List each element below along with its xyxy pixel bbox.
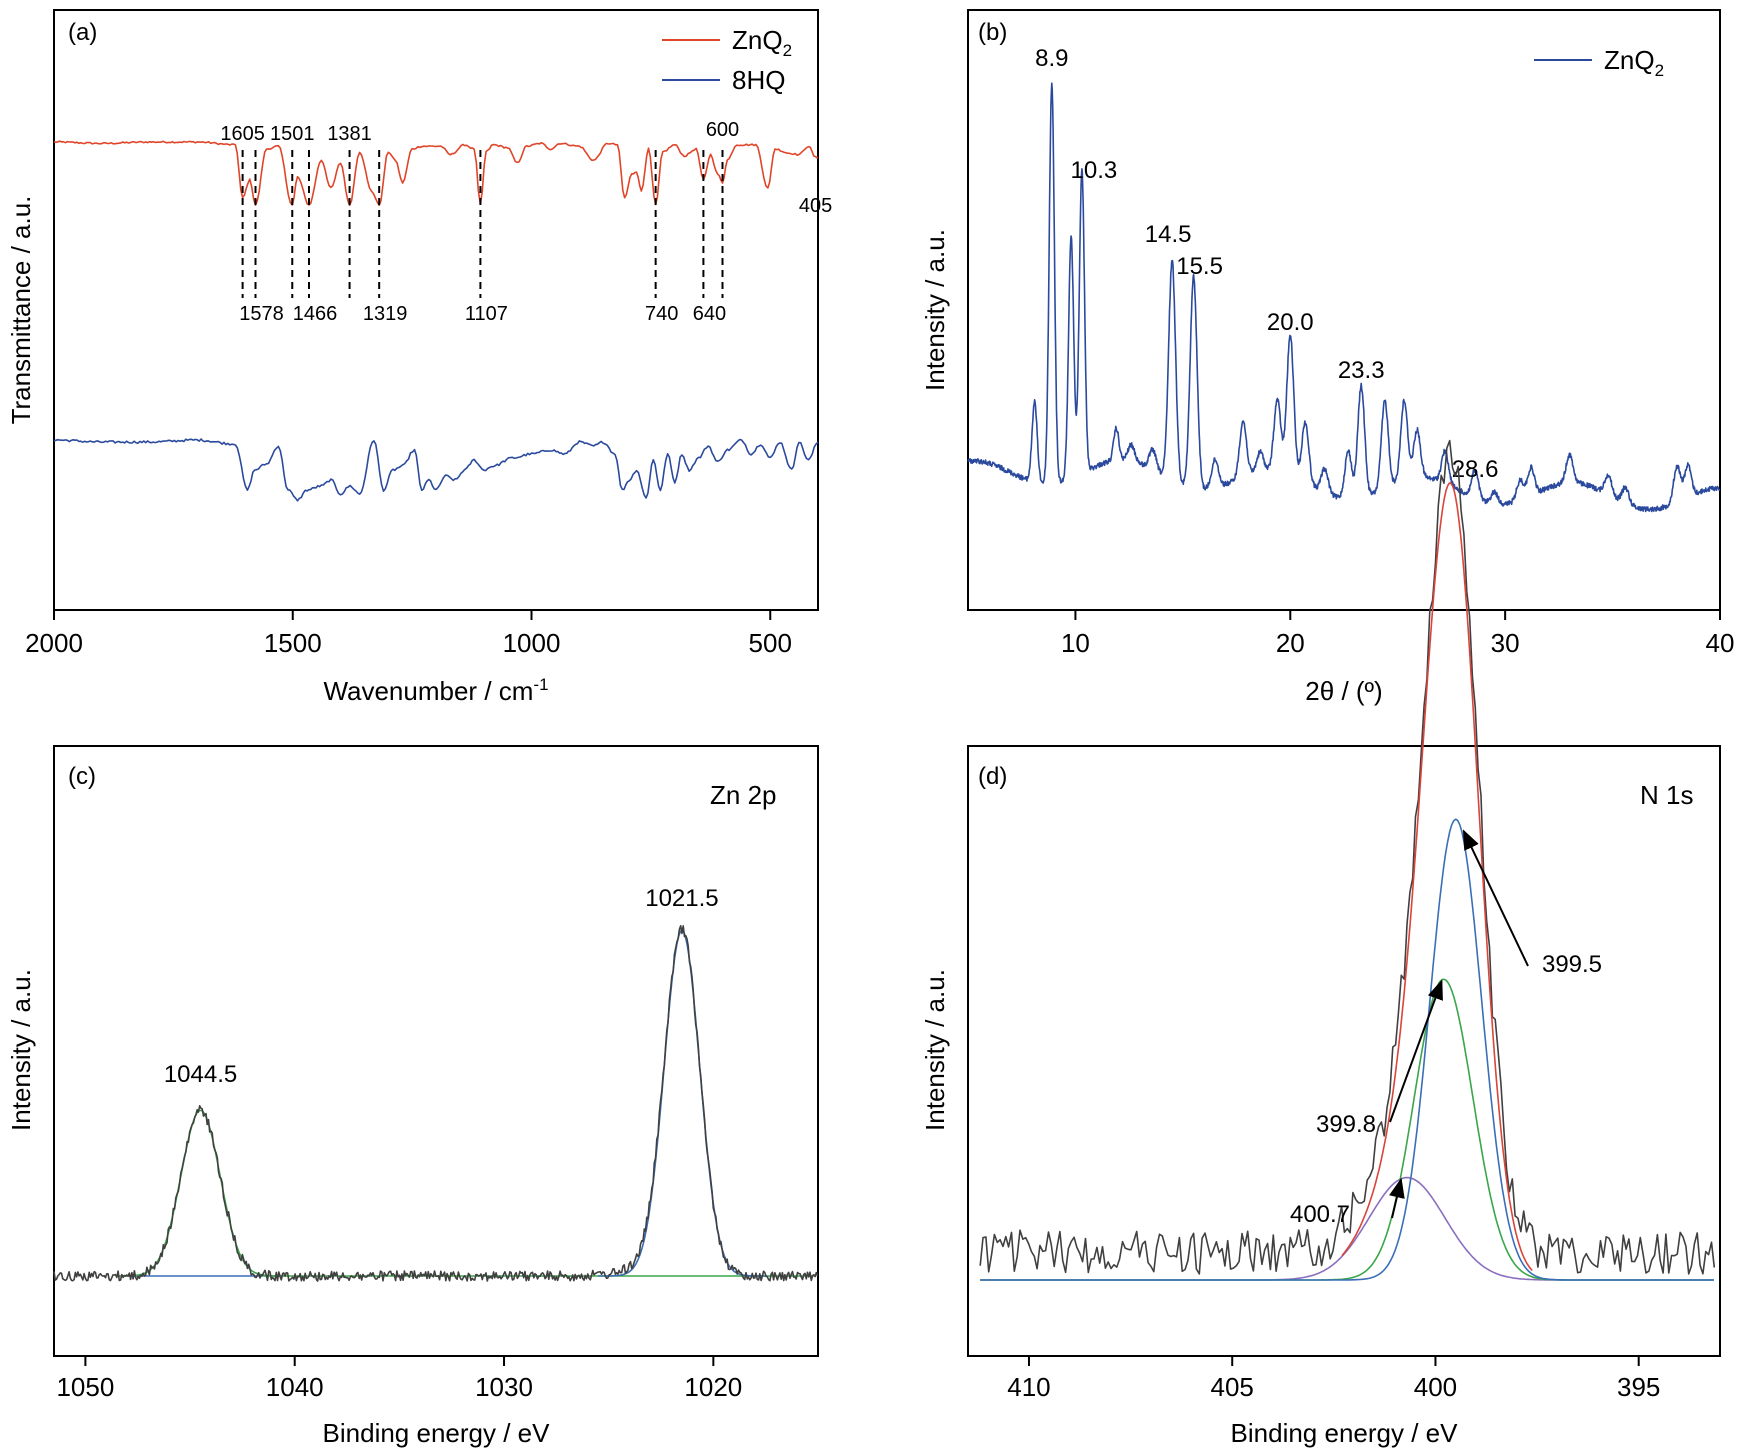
legend-label-a: 8HQ	[732, 65, 785, 95]
panel-label-d: (d)	[978, 763, 1007, 790]
peak-label-bottom: 1319	[363, 303, 408, 325]
panel-label-b: (b)	[978, 19, 1007, 46]
panel-d: (d) N 1s 410 405 400 395 399.5 399.8 400.7 Bi…	[920, 439, 1721, 1448]
peak-label-bottom: 1107	[465, 303, 508, 325]
peak-label-side: 405	[799, 195, 832, 217]
curves-b	[967, 82, 1721, 513]
x-tick-label-d: 405	[1211, 1372, 1254, 1402]
plot-frame-a	[53, 9, 819, 611]
x-tick-label-b: 10	[1061, 628, 1090, 658]
peak-label-d: 400.7	[1290, 1201, 1350, 1228]
peak-label-bottom: 1466	[293, 303, 338, 325]
annotations-d: 399.5 399.8 400.7	[1290, 829, 1602, 1228]
curves-c	[53, 924, 819, 1282]
x-tick-label-c: 1040	[266, 1372, 324, 1402]
legend-label-sub-b: 2	[1655, 61, 1664, 80]
x-axis-label-c: Binding energy / eV	[323, 1418, 551, 1448]
annotations-c: 1044.5 1021.5	[164, 885, 719, 1088]
x-tick-label-b: 20	[1276, 628, 1305, 658]
panel-label-c: (c)	[68, 763, 96, 790]
legend-label-sub-a: 2	[783, 41, 792, 60]
x-axis-b: 10 20 30 40	[1061, 610, 1734, 658]
curves-d	[979, 439, 1716, 1281]
peak-label-b: 8.9	[1035, 45, 1068, 72]
panel-c: (c) Zn 2p 1050 1040 1030 1020 1044.51021.5 …	[6, 745, 819, 1448]
component-peak-d	[980, 818, 1714, 1281]
x-tick-label-d: 400	[1414, 1372, 1457, 1402]
envelope-fit-d	[1341, 482, 1533, 1272]
x-tick-label-b: 30	[1491, 628, 1520, 658]
x-tick-label-d: 410	[1007, 1372, 1050, 1402]
raw-data-d	[979, 439, 1716, 1275]
peak-label-b: 23.3	[1338, 357, 1385, 384]
x-axis-c: 1050 1040 1030 1020	[56, 1356, 742, 1402]
series-line-a-znq	[53, 140, 819, 207]
x-tick-label-a: 1000	[503, 628, 561, 658]
x-axis-a: 2000 1500 1000 500	[25, 610, 792, 658]
raw-data-c	[53, 924, 819, 1282]
peak-label-b: 15.5	[1176, 253, 1223, 280]
annotations-b: 8.910.314.515.520.023.328.6	[1035, 45, 1498, 483]
arrow-400-7	[1389, 1177, 1405, 1219]
peak-label-bottom: 740	[645, 303, 678, 325]
x-axis-d: 410 405 400 395	[1007, 1356, 1660, 1402]
peak-label-top: 1605	[220, 123, 265, 145]
fit-peak-c	[598, 929, 766, 1277]
x-tick-label-b: 40	[1706, 628, 1735, 658]
x-axis-label-a: Wavenumber / cm-1	[323, 675, 548, 706]
fit-peak-c	[116, 1109, 285, 1277]
peak-label-top: 1381	[327, 123, 372, 145]
plot-frame-c	[53, 745, 819, 1357]
plot-frame-d	[967, 745, 1721, 1357]
panel-label-a: (a)	[68, 19, 97, 46]
legend-label-b: ZnQ2	[1604, 45, 1664, 80]
peak-label-top: 600	[706, 119, 739, 141]
peak-label-bottom: 1578	[239, 303, 284, 325]
legend-label-a: ZnQ2	[732, 25, 792, 60]
y-axis-label-c: Intensity / a.u.	[6, 969, 36, 1131]
x-tick-label-a: 1500	[264, 628, 322, 658]
legend-a: ZnQ2 8HQ	[662, 25, 792, 95]
peak-label-d: 399.8	[1316, 1111, 1376, 1138]
x-tick-label-c: 1020	[684, 1372, 742, 1402]
peak-label-c: 1044.5	[164, 1061, 237, 1088]
x-axis-label-sup-a: -1	[533, 675, 548, 694]
peak-label-d: 399.5	[1542, 951, 1602, 978]
peak-label-top: 1501	[270, 123, 315, 145]
arrow-399-8	[1389, 979, 1443, 1123]
x-tick-label-c: 1050	[56, 1372, 114, 1402]
peak-label-c: 1021.5	[645, 885, 718, 912]
legend-b: ZnQ2	[1534, 45, 1664, 80]
series-line-a-8hq	[53, 438, 819, 502]
peak-label-b: 20.0	[1267, 309, 1314, 336]
x-axis-label-d: Binding energy / eV	[1231, 1418, 1459, 1448]
spectrum-title-c: Zn 2p	[710, 780, 777, 810]
x-axis-label-b: 2θ / (º)	[1305, 676, 1382, 706]
x-tick-label-a: 2000	[25, 628, 83, 658]
arrow-399-5	[1462, 829, 1529, 967]
y-axis-label-a: Transmittance / a.u.	[6, 196, 36, 425]
y-axis-label-d: Intensity / a.u.	[920, 969, 950, 1131]
annotations-a: 1605 1501 1381 600 1578 1466 1319 1107 740 640 405	[220, 119, 832, 325]
plot-frame-b	[967, 9, 1721, 611]
panel-b: (b) 10 20 30 40 8.910.314.515.520.023.328.6…	[920, 9, 1734, 706]
series-line-b-znq2	[967, 82, 1721, 513]
curves-a	[53, 140, 819, 502]
spectrum-title-d: N 1s	[1640, 780, 1693, 810]
peak-label-bottom: 640	[693, 303, 726, 325]
x-tick-label-a: 500	[749, 628, 792, 658]
y-axis-label-b: Intensity / a.u.	[920, 229, 950, 391]
x-tick-label-d: 395	[1617, 1372, 1660, 1402]
peak-label-b: 14.5	[1145, 221, 1192, 248]
peak-label-b: 10.3	[1071, 157, 1118, 184]
x-tick-label-c: 1030	[475, 1372, 533, 1402]
